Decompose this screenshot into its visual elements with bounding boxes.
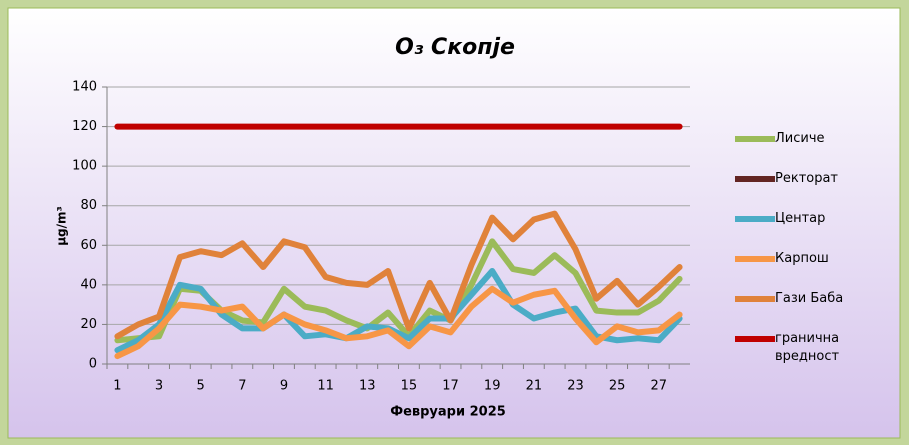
legend-swatch (735, 296, 775, 302)
x-tick-label: 7 (238, 379, 246, 394)
x-tick-label: 17 (442, 379, 459, 394)
y-axis-label: µg/m³ (55, 206, 69, 246)
legend-swatch (735, 256, 775, 262)
chart-title: O₃ Скопје (395, 35, 515, 60)
legend-item: Центар (735, 210, 900, 228)
chart-panel (7, 7, 901, 439)
legend-swatch (735, 216, 775, 222)
series-line (114, 268, 683, 354)
y-tick-label: 80 (80, 198, 97, 213)
y-tick-label: 60 (80, 238, 97, 253)
legend-item: гранична вредност (735, 330, 900, 366)
x-tick-label: 21 (526, 379, 543, 394)
legend-swatch (735, 176, 775, 182)
x-tick-label: 3 (155, 379, 163, 394)
x-tick-label: 11 (317, 379, 334, 394)
x-tick-label: 19 (484, 379, 501, 394)
x-tick-label: 9 (280, 379, 288, 394)
legend-label: гранична вредност (775, 331, 840, 364)
legend-label: Ректорат (775, 171, 839, 186)
legend-swatch (735, 136, 775, 142)
y-tick-label: 0 (89, 357, 97, 372)
series-line (114, 285, 683, 360)
legend-label: Центар (775, 211, 826, 226)
legend-label: Лисиче (775, 131, 825, 146)
legend-label: Карпош (775, 251, 829, 266)
series-line (114, 210, 683, 340)
x-tick-label: 25 (609, 379, 626, 394)
legend-item: Лисиче (735, 130, 900, 148)
x-tick-label: 27 (650, 379, 667, 394)
legend-swatch (735, 336, 775, 342)
y-tick-label: 120 (72, 119, 97, 134)
y-tick-label: 100 (72, 159, 97, 174)
legend-item: Карпош (735, 250, 900, 268)
y-tick-label: 40 (80, 277, 97, 292)
legend-label: Гази Баба (775, 291, 844, 306)
legend-item: Гази Баба (735, 290, 900, 308)
x-tick-label: 15 (401, 379, 418, 394)
x-tick-label: 23 (567, 379, 584, 394)
x-axis-label: Февруари 2025 (390, 405, 506, 420)
x-tick-label: 5 (197, 379, 205, 394)
x-tick-label: 13 (359, 379, 376, 394)
x-tick-label: 1 (113, 379, 121, 394)
y-tick-label: 20 (80, 317, 97, 332)
y-tick-label: 140 (72, 80, 97, 95)
legend-item: Ректорат (735, 170, 900, 188)
